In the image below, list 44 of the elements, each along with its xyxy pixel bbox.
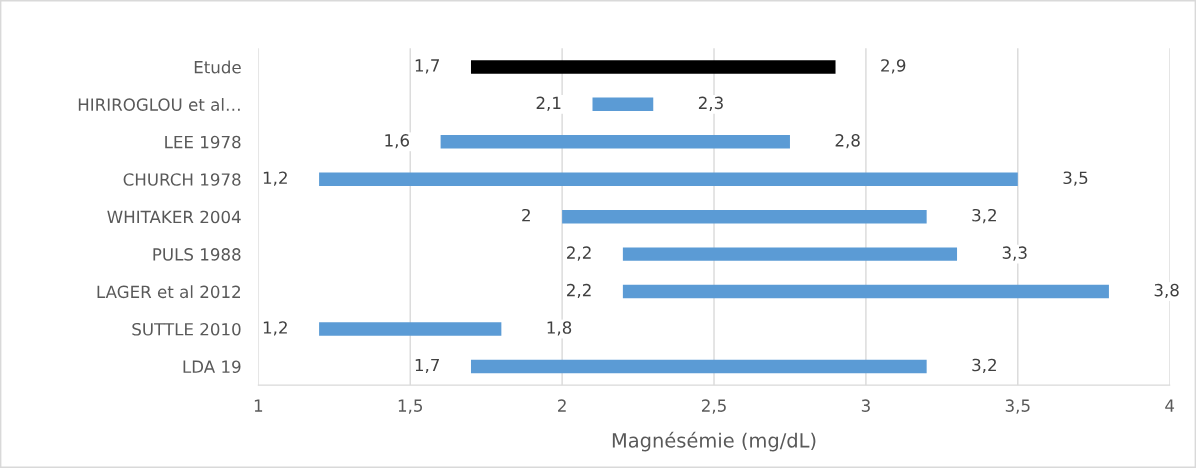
annotation: 1,7: [415, 358, 440, 373]
x-tick-label: 1: [254, 399, 263, 412]
x-tick-label: 2,5: [701, 399, 726, 414]
y-tick-label: Etude: [194, 60, 241, 74]
annotation: 3,2: [972, 208, 996, 224]
bar: [319, 322, 502, 336]
annotation: 2: [522, 208, 530, 222]
annotation: 1,6: [385, 134, 409, 149]
bar: [622, 247, 958, 261]
annotation: 2,9: [881, 59, 906, 74]
annotation: 1,2: [263, 321, 287, 336]
bar: [440, 135, 790, 149]
y-tick-label: WHITAKER 2004: [107, 210, 241, 224]
bar: [470, 60, 836, 74]
x-tick-label: 2: [558, 399, 566, 412]
annotation: 1,8: [547, 321, 572, 336]
x-tick-label: 4: [1165, 399, 1175, 412]
y-tick-label: LEE 1978: [165, 135, 241, 149]
x-tick-label: 1,5: [398, 399, 423, 414]
x-axis-title: Magnésémie (mg/dL): [612, 431, 816, 452]
annotation: 2,8: [835, 134, 860, 149]
bar: [470, 359, 927, 374]
annotation: 1,7: [415, 59, 440, 74]
bar: [592, 97, 654, 112]
annotation: 3,5: [1063, 171, 1088, 186]
y-tick-label: SUTTLE 2010: [132, 322, 241, 336]
annotation: 3,2: [972, 358, 996, 373]
x-tick-label: 3: [861, 399, 870, 412]
y-tick-label: LAGER et al 2012: [97, 285, 240, 299]
annotation: 3,3: [1002, 246, 1027, 261]
bar: [562, 209, 927, 224]
y-tick-label: PULS 1988: [153, 248, 241, 261]
bar: [319, 172, 1018, 186]
bar: [622, 284, 1109, 299]
x-tick-label: 3,5: [1005, 399, 1030, 414]
annotation: 2,3: [698, 96, 723, 111]
annotation: 2,2: [567, 283, 591, 299]
annotation: 1,2: [263, 171, 287, 186]
y-tick-label: CHURCH 1978: [123, 173, 241, 186]
y-tick-label: HIRIROGLOU et al…: [78, 98, 240, 111]
annotation: 2,1: [536, 96, 561, 111]
y-tick-label: LDA 19: [183, 360, 241, 374]
annotation: 3,8: [1154, 283, 1179, 299]
annotation: 2,2: [567, 246, 591, 261]
